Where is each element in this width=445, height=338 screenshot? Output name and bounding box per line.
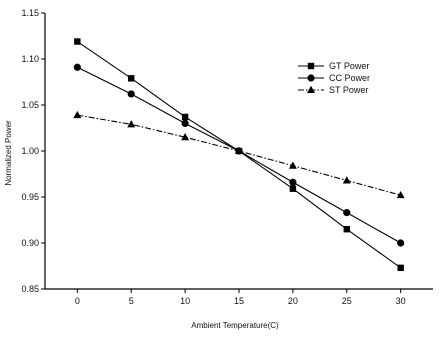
data-point-cc-power — [397, 239, 405, 247]
x-tick-label: 20 — [288, 296, 298, 306]
y-tick-label: 1.15 — [21, 8, 39, 18]
data-point-cc-power — [181, 119, 189, 127]
data-point-cc-power — [343, 209, 351, 217]
y-tick-label: 1.10 — [21, 54, 39, 64]
x-tick-label: 30 — [396, 296, 406, 306]
x-tick-label: 25 — [342, 296, 352, 306]
data-point-cc-power — [73, 63, 81, 71]
y-tick-label: 1.05 — [21, 100, 39, 110]
legend: GT Power CC Power ST Power — [298, 61, 370, 95]
series-cc-power — [73, 63, 405, 247]
x-tick-label: 15 — [234, 296, 244, 306]
x-tick-label: 10 — [180, 296, 190, 306]
legend-marker-cc-power — [307, 74, 315, 82]
data-point-gt-power — [397, 264, 404, 272]
series-st-power — [73, 110, 405, 199]
series-group — [73, 38, 405, 272]
y-axis-ticks: 0.85 0.90 0.95 1.00 1.05 1.10 1.15 — [21, 8, 45, 294]
x-axis-ticks: 0 5 10 15 20 25 30 — [75, 289, 406, 306]
data-point-st-power — [127, 120, 136, 128]
data-point-gt-power — [181, 113, 189, 121]
legend-item-st-power: ST Power — [298, 85, 368, 95]
data-point-cc-power — [289, 178, 297, 186]
legend-marker-st-power — [307, 85, 315, 93]
x-axis-label: Ambient Temperature(C) — [191, 321, 279, 330]
data-point-gt-power — [128, 75, 135, 82]
y-axis-label: Normalized Power — [4, 120, 13, 186]
data-point-gt-power — [74, 38, 81, 45]
data-point-gt-power — [289, 185, 297, 192]
x-tick-label: 0 — [75, 296, 80, 306]
data-point-gt-power — [343, 226, 350, 233]
data-point-st-power — [181, 133, 190, 141]
y-tick-label: 0.95 — [21, 192, 39, 202]
legend-label-cc-power: CC Power — [329, 73, 370, 83]
legend-item-gt-power: GT Power — [298, 61, 369, 71]
y-tick-label: 0.90 — [21, 238, 39, 248]
data-point-st-power — [235, 146, 243, 154]
legend-item-cc-power: CC Power — [298, 73, 370, 83]
series-line-st-power — [77, 114, 401, 196]
x-tick-label: 5 — [129, 296, 134, 306]
data-point-cc-power — [127, 90, 135, 98]
data-point-st-power — [73, 110, 82, 119]
y-tick-label: 0.85 — [21, 284, 39, 294]
legend-label-gt-power: GT Power — [329, 61, 369, 71]
legend-marker-gt-power — [307, 62, 315, 70]
data-point-st-power — [288, 161, 297, 169]
y-tick-label: 1.00 — [21, 146, 39, 156]
data-point-st-power — [396, 190, 405, 199]
data-point-st-power — [342, 176, 351, 184]
legend-label-st-power: ST Power — [329, 85, 368, 95]
